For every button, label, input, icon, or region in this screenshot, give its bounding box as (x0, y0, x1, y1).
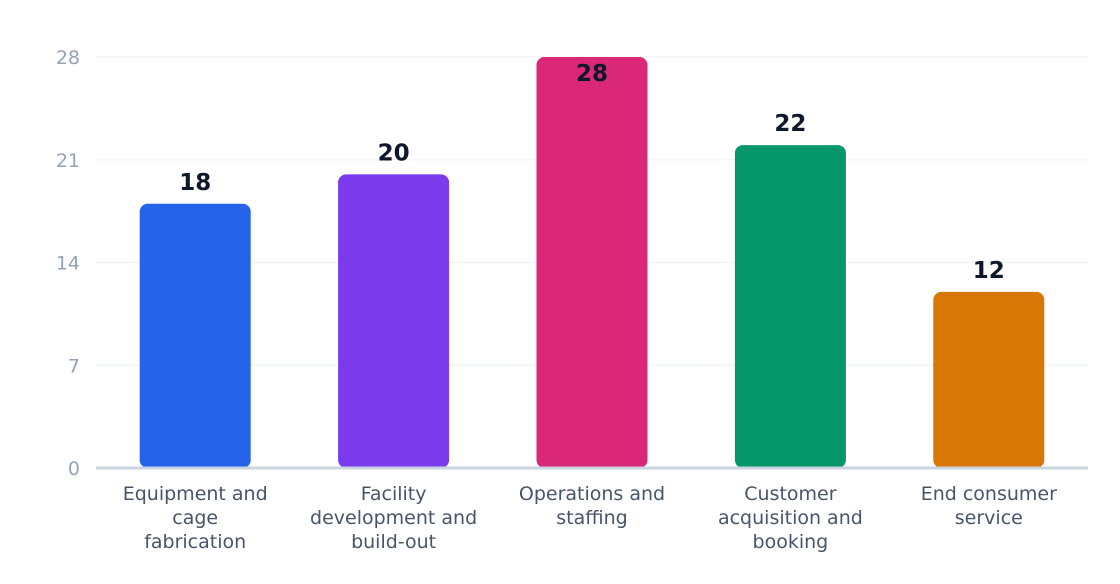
x-axis-labels: Equipment and cage fabrication Facility deve… (123, 483, 1057, 553)
bar (536, 57, 648, 468)
category-label-line: End consumer (921, 483, 1057, 505)
category-label-line: service (955, 507, 1023, 529)
data-label: 18 (179, 170, 211, 196)
y-axis-ticks: 0 7 14 21 28 (56, 47, 80, 480)
category-label-line: cage (172, 507, 218, 529)
category-label-line: staffing (556, 507, 627, 529)
category-label: Equipment and cage fabrication (123, 483, 268, 553)
bar (933, 291, 1045, 468)
data-label: 12 (973, 258, 1005, 284)
data-label: 28 (576, 61, 608, 87)
category-label-line: acquisition and (718, 507, 863, 529)
data-label: 22 (774, 111, 806, 137)
bars (139, 57, 1045, 469)
category-label-line: development and (310, 507, 477, 529)
y-tick-label: 21 (56, 150, 80, 172)
category-label: End consumer service (921, 483, 1057, 529)
y-tick-label: 0 (68, 458, 80, 480)
data-labels: 18 20 28 22 12 (179, 61, 1005, 284)
category-label: Customer acquisition and booking (718, 483, 863, 553)
category-label-line: Customer (744, 483, 836, 505)
y-tick-label: 14 (56, 253, 80, 275)
category-label: Operations and staffing (519, 483, 665, 529)
category-label-line: fabrication (144, 531, 246, 553)
bar (734, 145, 846, 469)
category-label-line: Equipment and (123, 483, 268, 505)
category-label-line: Operations and (519, 483, 665, 505)
bar (139, 203, 251, 469)
data-label: 20 (378, 140, 410, 166)
y-tick-label: 7 (68, 355, 80, 377)
category-label-line: Facility (361, 483, 427, 505)
category-label-line: booking (753, 531, 829, 553)
category-label-line: build-out (351, 531, 436, 553)
y-tick-label: 28 (56, 47, 80, 69)
category-label: Facility development and build-out (310, 483, 477, 553)
bar (338, 174, 450, 468)
